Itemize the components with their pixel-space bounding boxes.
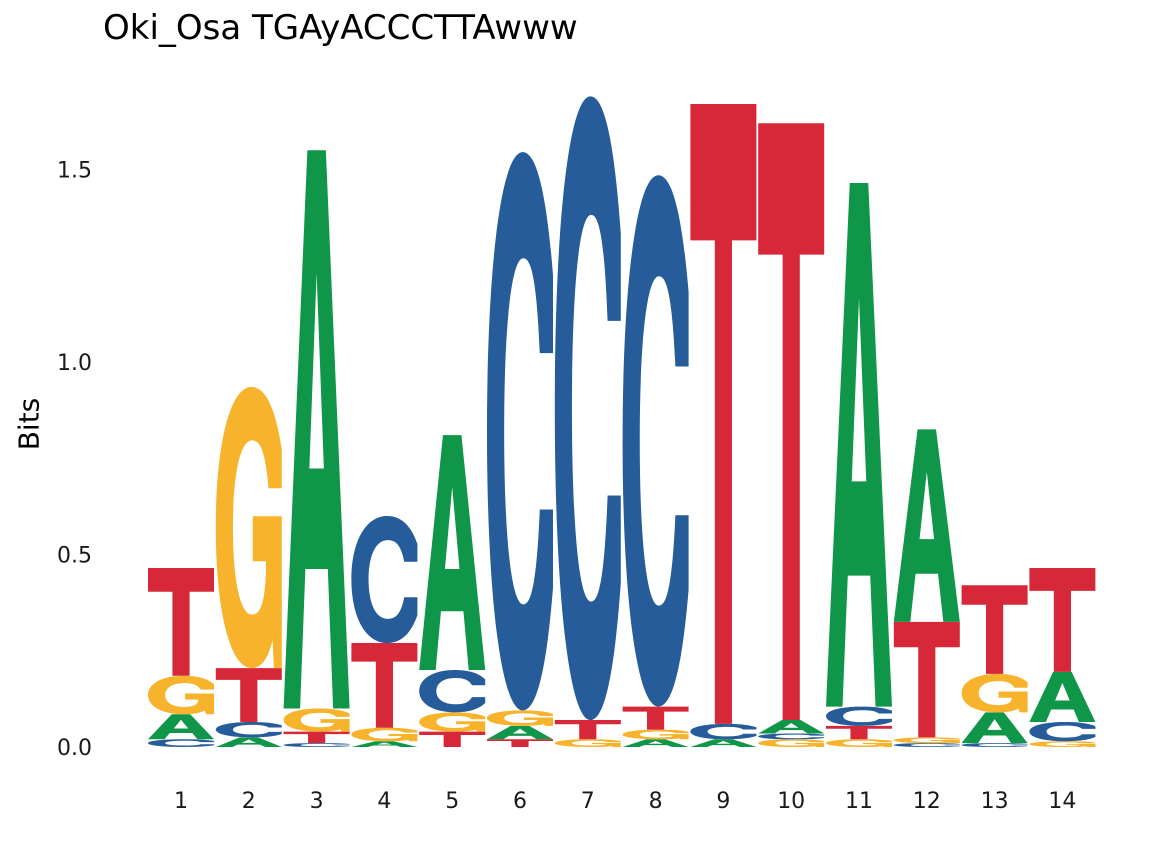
- letter-t: [419, 731, 486, 747]
- logo-column-10: [758, 123, 825, 747]
- letter-c: [826, 706, 892, 726]
- letter-c: [215, 721, 282, 738]
- letter-t: [961, 585, 1028, 674]
- x-tick-label: 4: [377, 789, 391, 814]
- x-tick-label: 13: [981, 789, 1009, 814]
- letter-c: [758, 733, 825, 740]
- letter-t: [758, 123, 825, 721]
- letter-c: [554, 96, 621, 721]
- logo-column-2: [215, 387, 282, 747]
- letter-a: [690, 739, 757, 747]
- y-tick-label: 1.5: [57, 159, 92, 184]
- logo-stacks: [148, 96, 1096, 747]
- x-tick-label: 11: [845, 789, 873, 814]
- letter-c: [690, 723, 757, 740]
- letter-c: [1029, 721, 1096, 742]
- x-tick-label: 10: [777, 789, 805, 814]
- letter-a: [961, 712, 1028, 744]
- letter-g: [961, 673, 1028, 713]
- letter-t: [690, 104, 757, 724]
- x-tick-label: 8: [649, 789, 663, 814]
- letter-t: [215, 668, 282, 722]
- letter-a: [893, 429, 960, 622]
- letter-t: [148, 567, 214, 676]
- letter-t: [487, 739, 553, 747]
- letter-a: [351, 741, 418, 747]
- letter-a: [215, 737, 282, 747]
- letter-a: [826, 182, 892, 707]
- x-axis-ticks: 1 2 3 4 5 6 7 8 9 10 11 12 13 14: [174, 789, 1076, 814]
- letter-t: [622, 706, 689, 730]
- x-tick-label: 12: [913, 789, 941, 814]
- letter-c: [893, 743, 960, 747]
- letter-a: [148, 714, 214, 740]
- letter-t: [1029, 567, 1096, 672]
- letter-a: [419, 435, 486, 670]
- x-tick-label: 7: [581, 789, 595, 814]
- logo-column-7: [554, 96, 621, 747]
- logo-column-4: [351, 516, 418, 747]
- letter-g: [554, 739, 621, 747]
- logo-column-6: [487, 152, 553, 747]
- letter-c: [419, 670, 486, 713]
- y-tick-label: 0.0: [57, 736, 92, 761]
- letter-g: [419, 712, 486, 732]
- y-axis-ticks: 0.0 0.5 1.0 1.5: [57, 159, 92, 762]
- x-tick-label: 3: [310, 789, 324, 814]
- letter-a: [283, 150, 350, 709]
- logo-column-1: [148, 567, 214, 747]
- letter-c: [622, 175, 689, 707]
- logo-column-13: [961, 585, 1028, 747]
- letter-g: [622, 729, 689, 740]
- logo-column-14: [1029, 567, 1096, 747]
- x-tick-label: 14: [1048, 789, 1076, 814]
- letter-a: [758, 720, 825, 734]
- logo-column-11: [826, 182, 892, 747]
- logo-column-9: [690, 104, 757, 747]
- logo-column-3: [283, 150, 350, 747]
- letter-t: [283, 731, 350, 744]
- x-tick-label: 6: [513, 789, 527, 814]
- letter-g: [148, 675, 214, 715]
- letter-g: [351, 727, 418, 742]
- letter-g: [758, 739, 825, 747]
- letter-c: [148, 739, 214, 747]
- letter-g: [893, 737, 960, 744]
- letter-a: [622, 739, 689, 747]
- logo-column-8: [622, 175, 689, 747]
- x-tick-label: 9: [716, 789, 730, 814]
- x-tick-label: 1: [174, 789, 188, 814]
- chart-title: Oki_Osa TGAyACCCTTAwww: [103, 8, 578, 48]
- logo-column-12: [893, 429, 960, 747]
- letter-t: [893, 621, 960, 738]
- letter-t: [554, 720, 621, 740]
- letter-c: [351, 516, 418, 644]
- letter-a: [1029, 671, 1096, 722]
- letter-g: [283, 708, 350, 732]
- y-tick-label: 1.0: [57, 351, 92, 376]
- letter-g: [215, 387, 282, 669]
- letter-a: [487, 725, 553, 740]
- letter-g: [487, 710, 553, 726]
- letter-c: [961, 743, 1028, 747]
- x-tick-label: 2: [242, 789, 256, 814]
- letter-c: [283, 743, 350, 747]
- letter-g: [826, 739, 892, 747]
- letter-t: [351, 643, 418, 728]
- x-tick-label: 5: [445, 789, 459, 814]
- letter-t: [826, 725, 892, 740]
- letter-c: [487, 152, 553, 711]
- logo-column-5: [419, 435, 486, 747]
- y-tick-label: 0.5: [57, 544, 92, 569]
- letter-g: [1029, 741, 1096, 747]
